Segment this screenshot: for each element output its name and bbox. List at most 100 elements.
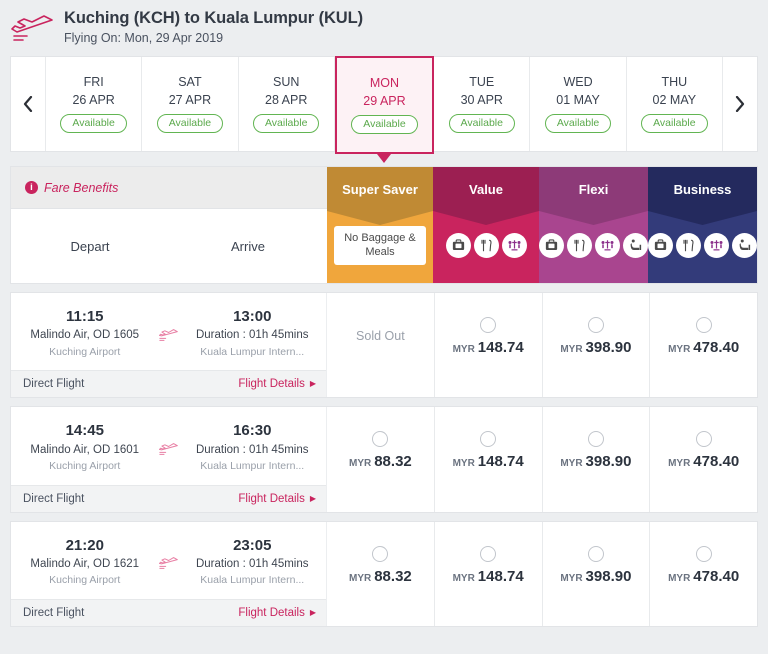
date-cell-sat-27-apr[interactable]: SAT 27 APR Available (142, 57, 239, 151)
fare-column-business[interactable]: Business (648, 167, 757, 283)
currency-label: MYR (452, 572, 475, 584)
sold-out-label: Sold Out (356, 329, 405, 344)
arrive-airport: Kuala Lumpur Intern... (200, 345, 305, 358)
availability-badge: Available (60, 114, 127, 133)
fare-price: MYR 148.74 (453, 569, 524, 584)
availability-badge: Available (252, 114, 320, 133)
arrive-leg: 23:05 Duration : 01h 45mins Kuala Lumpur… (179, 536, 327, 589)
fare-benefits-bar[interactable]: i Fare Benefits (11, 167, 327, 209)
fare-cell-business[interactable]: MYR 478.40 (650, 522, 757, 626)
fare-radio-button[interactable] (587, 317, 604, 334)
fare-radio-button[interactable] (695, 317, 712, 334)
caret-right-icon: ▶ (309, 607, 316, 617)
date-strip-container: FRI 26 APR Available SAT 27 APR Availabl… (0, 56, 768, 163)
flight-details-label: Flight Details (238, 378, 305, 391)
fare-column-body (433, 212, 539, 283)
fare-radio-button[interactable] (480, 431, 497, 448)
duration: Duration : 01h 45mins (195, 443, 309, 456)
currency-label: MYR (348, 458, 372, 470)
arrive-leg: 13:00 Duration : 01h 45mins Kuala Lumpur… (179, 307, 327, 360)
fare-price: MYR 478.40 (668, 340, 739, 355)
date-cell-tue-30-apr[interactable]: TUE 30 APR Available (434, 57, 531, 151)
fare-benefits-label: Fare Benefits (44, 180, 119, 195)
airplane-small-icon (158, 439, 179, 457)
fare-radio-button[interactable] (587, 545, 604, 562)
depart-time: 14:45 (65, 422, 104, 440)
baggage-icon (648, 233, 673, 258)
fare-radio-button[interactable] (480, 317, 497, 334)
fare-column-title: Super Saver (342, 182, 418, 197)
fare-radio-button[interactable] (695, 431, 712, 448)
currency-label: MYR (560, 458, 583, 470)
fare-cell-flexi[interactable]: MYR 398.90 (543, 293, 651, 398)
fare-cell-business[interactable]: MYR 478.40 (650, 407, 757, 511)
date-selector: FRI 26 APR Available SAT 27 APR Availabl… (10, 56, 758, 163)
fare-radio-button[interactable] (480, 545, 497, 562)
fare-cell-flexi[interactable]: MYR 398.90 (543, 407, 651, 512)
flight-details-link[interactable]: Flight Details ▶ (238, 493, 316, 505)
date-cell-sun-28-apr[interactable]: SUN 28 APR Available (238, 57, 335, 151)
fare-column-body (648, 212, 757, 283)
date-cell-fri-26-apr[interactable]: FRI 26 APR Available (46, 57, 143, 151)
date-cell-thu-02-may[interactable]: THU 02 MAY Available (626, 57, 722, 151)
arrive-airport: Kuala Lumpur Intern... (200, 574, 305, 586)
seat-icon (623, 233, 648, 258)
baggage-icon (445, 233, 471, 258)
availability-badge: Available (544, 114, 612, 133)
prev-dates-button[interactable] (11, 57, 46, 151)
fare-cell-flexi[interactable]: MYR 398.90 (543, 521, 651, 626)
fare-radio-button[interactable] (372, 431, 389, 448)
price-amount: 478.40 (693, 567, 740, 585)
fare-radio-button[interactable] (587, 431, 604, 448)
fare-price: MYR 398.90 (560, 340, 631, 355)
next-dates-button[interactable] (722, 57, 757, 151)
depart-airport: Kuching Airport (49, 459, 121, 472)
date-cells: FRI 26 APR Available SAT 27 APR Availabl… (46, 56, 722, 163)
fare-cell-super-saver[interactable]: MYR 88.32 (327, 521, 435, 626)
benefit-icon-row (445, 233, 527, 258)
flight-details-link[interactable]: Flight Details ▶ (238, 607, 316, 619)
caret-right-icon: ▶ (309, 379, 316, 389)
flight-info-cell: 11:15 Malindo Air, OD 1605 Kuching Airpo… (11, 293, 327, 398)
fare-cell-value[interactable]: MYR 148.74 (435, 293, 543, 398)
currency-label: MYR (560, 344, 583, 356)
fare-cell-value[interactable]: MYR 148.74 (435, 521, 543, 626)
depart-leg: 11:15 Malindo Air, OD 1605 Kuching Airpo… (11, 307, 159, 360)
flight-details-link[interactable]: Flight Details ▶ (238, 378, 316, 390)
fare-column-title: Flexi (578, 182, 609, 197)
fare-column-value[interactable]: Value (433, 167, 539, 283)
flight-row-footer: Direct Flight Flight Details ▶ (11, 598, 326, 626)
price-amount: 398.90 (585, 339, 632, 357)
date-cell-wed-01-may[interactable]: WED 01 MAY Available (530, 57, 627, 151)
fare-column-super-saver[interactable]: Super Saver No Baggage & Meals (327, 167, 433, 283)
duration: Duration : 01h 45mins (195, 329, 309, 342)
page-title: Kuching (KCH) to Kuala Lumpur (KUL) (64, 9, 363, 28)
price-amount: 148.74 (477, 567, 524, 585)
flying-on-date: Flying On: Mon, 29 Apr 2019 (64, 31, 224, 46)
carrier-flight-number: Malindo Air, OD 1601 (30, 443, 140, 456)
meal-icon (567, 233, 592, 258)
currency-label: MYR (348, 572, 372, 584)
meal-icon (676, 233, 701, 258)
fare-radio-button[interactable] (372, 545, 389, 562)
fare-cell-super-saver[interactable]: MYR 88.32 (327, 407, 435, 512)
fare-cell-business[interactable]: MYR 478.40 (650, 293, 757, 397)
date-day: 30 APR (460, 92, 503, 107)
change-flight-icon (501, 233, 527, 258)
fare-column-header-band (648, 167, 757, 229)
fare-column-flexi[interactable]: Flexi (539, 167, 648, 283)
meal-icon (473, 233, 499, 258)
fare-radio-button[interactable] (695, 545, 712, 562)
date-cell-mon-29-apr[interactable]: MON 29 APR Available (334, 56, 435, 163)
currency-label: MYR (452, 458, 475, 470)
airplane-small-icon (158, 553, 179, 571)
fare-cell-value[interactable]: MYR 148.74 (435, 407, 543, 512)
depart-column-label: Depart (70, 238, 110, 254)
fare-cell-super-saver: Sold Out (327, 293, 435, 398)
selected-date-pointer-icon (377, 154, 392, 163)
fare-price: MYR 148.74 (453, 340, 524, 355)
flight-details-label: Flight Details (238, 492, 305, 505)
price-amount: 398.90 (585, 567, 632, 585)
flight-legs: 11:15 Malindo Air, OD 1605 Kuching Airpo… (11, 293, 326, 370)
date-dow: SUN (273, 75, 300, 90)
